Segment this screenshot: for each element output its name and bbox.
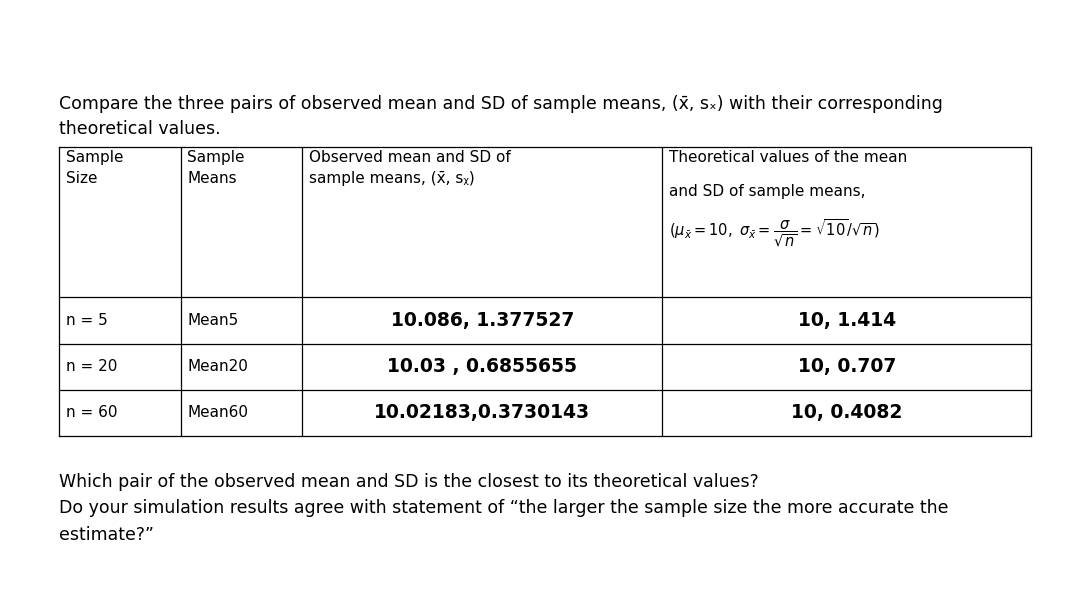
Text: n = 60: n = 60	[66, 405, 118, 421]
Text: 10.03 , 0.6855655: 10.03 , 0.6855655	[388, 357, 577, 376]
Text: n = 20: n = 20	[66, 359, 118, 374]
Text: Compare the three pairs of observed mean and SD of sample means, (x̄, sₓ) with t: Compare the three pairs of observed mean…	[59, 95, 943, 138]
Text: 10, 0.4082: 10, 0.4082	[791, 403, 903, 422]
Text: 10, 1.414: 10, 1.414	[798, 311, 895, 330]
Text: n = 5: n = 5	[66, 313, 108, 328]
Text: 10, 0.707: 10, 0.707	[797, 357, 896, 376]
Text: and SD of sample means,: and SD of sample means,	[669, 184, 865, 199]
Text: Which pair of the observed mean and SD is the closest to its theoretical values?: Which pair of the observed mean and SD i…	[59, 473, 949, 543]
Text: Mean60: Mean60	[188, 405, 248, 421]
Text: Theoretical values of the mean: Theoretical values of the mean	[669, 150, 907, 165]
Text: Sample
Means: Sample Means	[188, 150, 245, 187]
Text: Mean5: Mean5	[188, 313, 239, 328]
Text: Mean20: Mean20	[188, 359, 248, 374]
Text: Observed mean and SD of
sample means, (x̄, sᵪ): Observed mean and SD of sample means, (x…	[309, 150, 511, 187]
Text: $(\mu_{\bar{x}} = 10,\ \sigma_{\bar{x}} = \dfrac{\sigma}{\sqrt{n}} = \sqrt{10}/\: $(\mu_{\bar{x}} = 10,\ \sigma_{\bar{x}} …	[669, 217, 879, 249]
Text: Sample
Size: Sample Size	[66, 150, 123, 187]
Text: 10.086, 1.377527: 10.086, 1.377527	[391, 311, 573, 330]
Text: 10.02183,0.3730143: 10.02183,0.3730143	[374, 403, 591, 422]
